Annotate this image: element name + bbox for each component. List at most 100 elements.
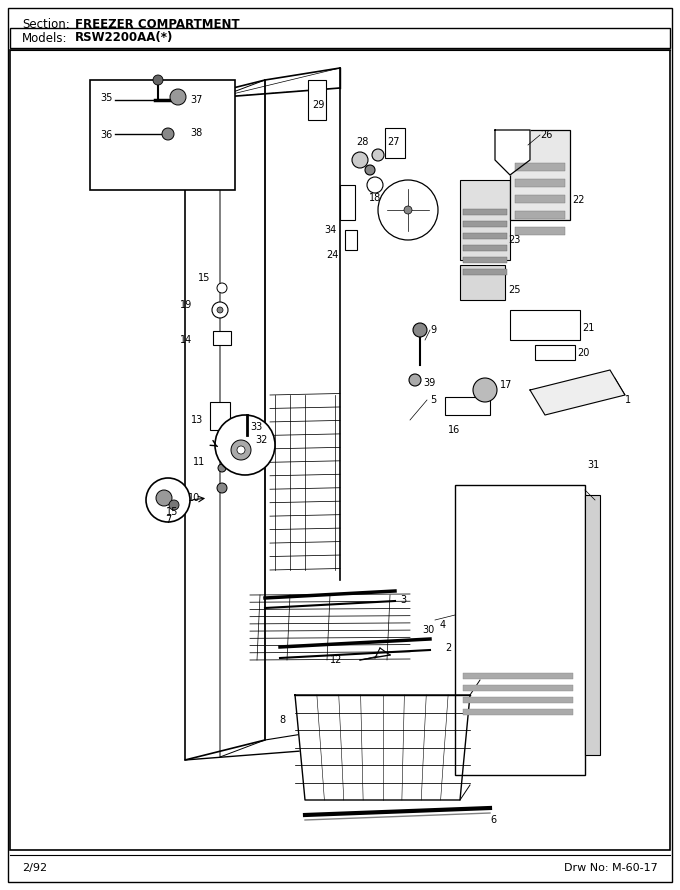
Circle shape <box>215 415 275 475</box>
Text: 21: 21 <box>582 323 594 333</box>
Bar <box>515 195 565 203</box>
Text: 32: 32 <box>255 435 267 445</box>
Bar <box>585 495 600 755</box>
Circle shape <box>413 323 427 337</box>
Text: 27: 27 <box>388 137 401 147</box>
Text: 19: 19 <box>180 300 192 310</box>
Text: 34: 34 <box>324 225 336 235</box>
Circle shape <box>217 307 223 313</box>
Circle shape <box>169 500 179 510</box>
Bar <box>463 709 573 715</box>
Bar <box>460 180 510 260</box>
Text: 25: 25 <box>508 285 520 295</box>
Bar <box>463 221 507 227</box>
Text: 13: 13 <box>191 415 203 425</box>
Circle shape <box>372 149 384 161</box>
Text: 18: 18 <box>369 193 381 203</box>
Bar <box>445 397 490 415</box>
Text: 7: 7 <box>165 515 171 525</box>
Circle shape <box>378 180 438 240</box>
Bar <box>515 227 565 235</box>
Bar <box>515 179 565 187</box>
Bar <box>345 230 357 250</box>
Circle shape <box>409 374 421 386</box>
Bar <box>385 128 405 158</box>
Text: 11: 11 <box>192 457 205 467</box>
Bar <box>535 345 575 360</box>
Text: Models:: Models: <box>22 31 67 44</box>
Text: 2: 2 <box>445 643 452 653</box>
Bar <box>515 163 565 171</box>
Circle shape <box>352 152 368 168</box>
Text: 4: 4 <box>440 620 446 630</box>
Bar <box>463 685 573 691</box>
Circle shape <box>231 440 251 460</box>
Text: 22: 22 <box>572 195 585 205</box>
Text: 33: 33 <box>250 422 262 432</box>
Text: Drw No: M-60-17: Drw No: M-60-17 <box>564 863 658 873</box>
Text: 5: 5 <box>430 395 437 405</box>
Polygon shape <box>495 130 530 175</box>
Text: 31: 31 <box>587 460 599 470</box>
Text: 29: 29 <box>312 100 324 110</box>
Text: 26: 26 <box>540 130 552 140</box>
Text: 35: 35 <box>100 93 112 103</box>
Text: 36: 36 <box>100 130 112 140</box>
Bar <box>210 402 230 430</box>
Circle shape <box>217 283 227 293</box>
Circle shape <box>473 378 497 402</box>
Circle shape <box>146 478 190 522</box>
Circle shape <box>365 165 375 175</box>
Bar <box>213 331 231 345</box>
Bar <box>463 257 507 263</box>
Bar <box>463 673 573 679</box>
Text: 2/92: 2/92 <box>22 863 47 873</box>
Bar <box>463 269 507 275</box>
Bar <box>10 28 670 48</box>
Text: 30: 30 <box>423 625 435 635</box>
Bar <box>510 130 570 220</box>
Text: 6: 6 <box>490 815 496 825</box>
Bar <box>463 209 507 215</box>
Text: RSW2200AA(*): RSW2200AA(*) <box>75 31 173 44</box>
Text: 15: 15 <box>198 273 210 283</box>
Text: 24: 24 <box>326 250 338 260</box>
Text: 28: 28 <box>356 137 368 147</box>
Bar <box>460 265 505 300</box>
Bar <box>463 697 573 703</box>
Text: 1: 1 <box>625 395 631 405</box>
Bar <box>463 245 507 251</box>
Text: FREEZER COMPARTMENT: FREEZER COMPARTMENT <box>75 18 239 31</box>
Text: 12: 12 <box>330 655 342 665</box>
Text: 10: 10 <box>188 493 200 503</box>
Text: 15: 15 <box>166 507 178 517</box>
Text: 9: 9 <box>430 325 436 335</box>
Circle shape <box>218 464 226 472</box>
Bar <box>340 185 355 220</box>
Text: 14: 14 <box>180 335 192 345</box>
Circle shape <box>404 206 412 214</box>
Bar <box>90 80 235 190</box>
Bar <box>10 50 670 850</box>
Text: 20: 20 <box>577 348 590 358</box>
Polygon shape <box>530 370 625 415</box>
Circle shape <box>156 490 172 506</box>
Circle shape <box>212 302 228 318</box>
Text: 39: 39 <box>423 378 435 388</box>
Text: 16: 16 <box>448 425 460 435</box>
Circle shape <box>153 75 163 85</box>
Text: 23: 23 <box>508 235 520 245</box>
Text: 38: 38 <box>190 128 202 138</box>
Circle shape <box>237 446 245 454</box>
Polygon shape <box>295 695 470 800</box>
Circle shape <box>217 483 227 493</box>
Bar <box>515 211 565 219</box>
Text: Section:: Section: <box>22 18 70 31</box>
Text: 37: 37 <box>190 95 203 105</box>
Circle shape <box>162 128 174 140</box>
Bar <box>463 233 507 239</box>
Text: 3: 3 <box>400 595 406 605</box>
Circle shape <box>170 89 186 105</box>
Bar <box>510 310 580 340</box>
Circle shape <box>367 177 383 193</box>
